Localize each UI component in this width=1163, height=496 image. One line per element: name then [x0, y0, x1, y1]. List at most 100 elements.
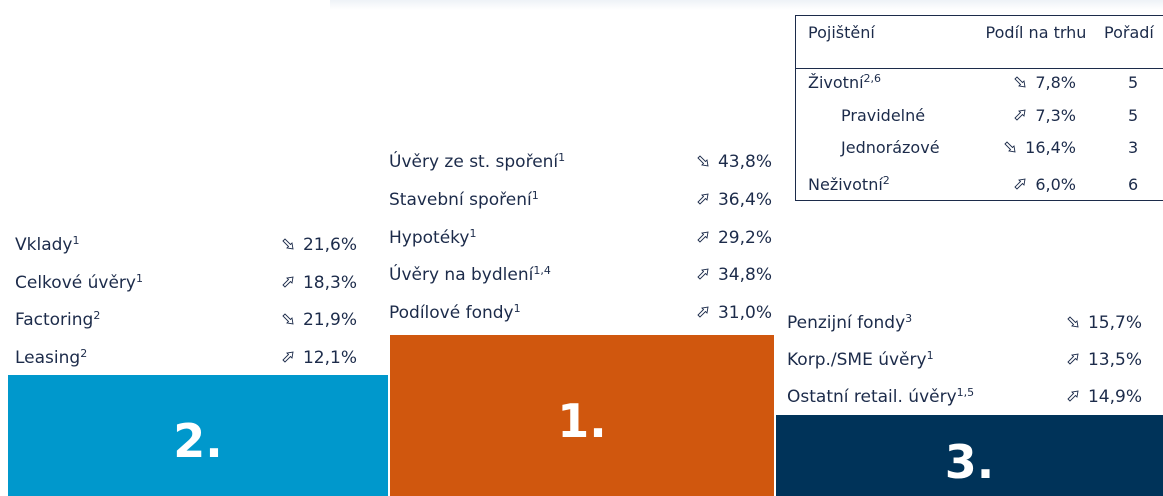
rank: 3. — [944, 435, 995, 489]
item-value: 14,9% — [1066, 387, 1142, 407]
label: Stavební spoření — [389, 189, 532, 210]
label: Úvěry ze st. spoření — [389, 152, 559, 172]
value: 15,7% — [1087, 313, 1142, 333]
value: 43,8% — [717, 152, 772, 172]
rank: 2. — [173, 414, 223, 468]
label: Vklady — [15, 235, 73, 255]
item-value: 43,8% — [696, 152, 772, 172]
label: Factoring — [15, 310, 94, 330]
item-value: 15,7% — [1066, 313, 1142, 333]
rank: 5 — [1128, 106, 1139, 125]
value: 29,2% — [717, 227, 772, 248]
item-value: 34,8% — [696, 265, 772, 285]
podium-2: 2. — [8, 375, 388, 496]
header-rule — [796, 68, 1163, 69]
value: 21,6% — [302, 235, 357, 255]
label: Leasing — [15, 347, 81, 368]
trend-arrow-up — [697, 306, 709, 318]
rank: 5 — [1128, 73, 1139, 92]
trend-arrow-up — [1014, 109, 1026, 121]
footnote: 1,4 — [533, 264, 551, 278]
row-label: Životní2,6 — [808, 73, 881, 92]
trend-arrow-down — [1004, 141, 1016, 153]
item-value: 31,0% — [696, 303, 772, 323]
item-label: Celkové úvěry1 — [15, 273, 143, 293]
trend-arrow-up — [1067, 390, 1079, 402]
trend-arrow-up — [282, 350, 294, 363]
row-value: 6,0% — [1013, 175, 1076, 194]
item-label: Leasing2 — [15, 348, 87, 368]
row-value: 7,3% — [1013, 106, 1076, 125]
header: Pojištění — [808, 23, 875, 42]
item-label: Úvěry na bydlení1,4 — [389, 265, 551, 285]
footnote: 2 — [93, 309, 101, 322]
row-label: Jednorázové — [841, 138, 940, 157]
trend-arrow-down — [282, 313, 294, 325]
label: Jednorázové — [841, 138, 940, 157]
footnote: 1 — [513, 302, 521, 316]
value: 31,0% — [717, 303, 772, 324]
trend-arrow-up — [1014, 178, 1026, 190]
th: Pojištění — [808, 23, 875, 42]
item-label: Ostatní retail. úvěry1,5 — [787, 387, 974, 407]
footnote: 1 — [926, 349, 934, 362]
trend-arrow-down — [282, 238, 294, 250]
value: 21,9% — [302, 310, 357, 330]
value: 34,8% — [717, 265, 772, 286]
label: Pravidelné — [841, 106, 926, 125]
item-label: Vklady1 — [15, 235, 79, 255]
footnote: 2 — [80, 346, 88, 360]
value: 16,4% — [1025, 138, 1076, 157]
value: 7,3% — [1035, 106, 1076, 125]
insurance-table: Pojištění Podíl na trhu Pořadí Životní2,6 7,… — [795, 15, 1163, 201]
label: Úvěry na bydlení — [389, 265, 534, 286]
item-value: 29,2% — [696, 228, 772, 248]
trend-arrow-down — [1067, 316, 1079, 328]
item-label: Korp./SME úvěry1 — [787, 350, 934, 370]
th: Podíl na trhu — [981, 23, 1091, 43]
item-value: 12,1% — [281, 348, 357, 368]
item-value: 13,5% — [1066, 350, 1142, 370]
item-label: Hypotéky1 — [389, 228, 476, 248]
item-label: Factoring2 — [15, 310, 100, 330]
footnote: 1 — [531, 188, 539, 202]
label: Penzijní fondy — [787, 313, 906, 333]
value: 13,5% — [1087, 350, 1142, 370]
row-rank: 5 — [1128, 106, 1138, 125]
value: 36,4% — [717, 189, 772, 210]
footnote: 1,5 — [956, 386, 975, 399]
label: Neživotní — [808, 175, 883, 194]
label: Podílové fondy — [389, 303, 514, 324]
th: Pořadí — [1104, 23, 1154, 42]
item-label: Úvěry ze st. spoření1 — [389, 152, 565, 172]
footnote: 2,6 — [863, 72, 882, 85]
label: Životní — [808, 73, 864, 92]
row-rank: 6 — [1128, 175, 1138, 194]
podium-1: 1. — [390, 335, 774, 496]
value: 18,3% — [302, 272, 357, 293]
label: Celkové úvěry — [15, 272, 136, 293]
trend-arrow-down — [697, 155, 709, 167]
label: Korp./SME úvěry — [787, 350, 927, 370]
value: 6,0% — [1035, 175, 1076, 194]
trend-arrow-up — [282, 275, 294, 288]
footnote: 1 — [135, 271, 143, 285]
item-value: 21,6% — [281, 235, 357, 255]
footnote: 2 — [882, 174, 890, 187]
item-label: Penzijní fondy3 — [787, 313, 912, 333]
label: Hypotéky — [389, 227, 470, 248]
rank: 1. — [557, 394, 607, 448]
row-label: Pravidelné — [841, 106, 925, 125]
trend-arrow-up — [697, 193, 709, 205]
value: 14,9% — [1087, 387, 1142, 407]
trend-arrow-up — [697, 268, 709, 281]
trend-arrow-up — [697, 231, 709, 243]
row-value: 7,8% — [1013, 73, 1076, 92]
footnote: 1 — [469, 226, 477, 240]
footnote: 1 — [72, 234, 80, 247]
trend-arrow-down — [1014, 76, 1026, 88]
item-label: Stavební spoření1 — [389, 190, 539, 210]
item-label: Podílové fondy1 — [389, 303, 521, 323]
footnote: 1 — [558, 151, 566, 164]
